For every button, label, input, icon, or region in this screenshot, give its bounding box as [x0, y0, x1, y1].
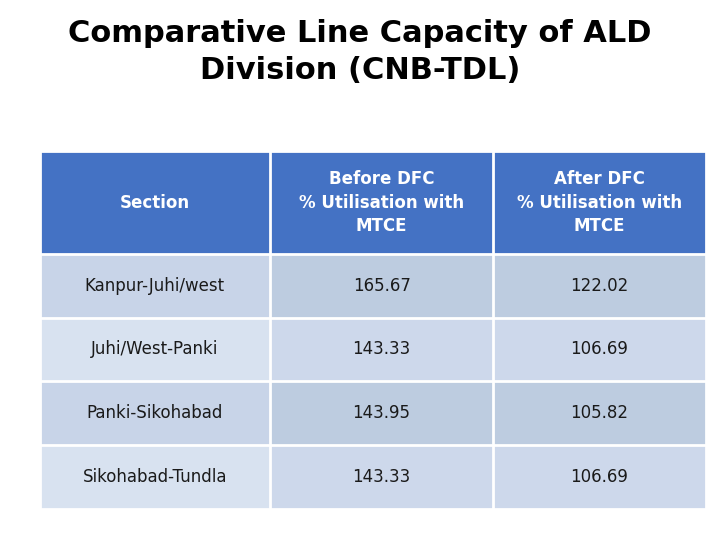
Text: Sikohabad-Tundla: Sikohabad-Tundla — [83, 468, 227, 486]
FancyBboxPatch shape — [40, 445, 270, 509]
Text: Before DFC
% Utilisation with
MTCE: Before DFC % Utilisation with MTCE — [299, 170, 464, 235]
FancyBboxPatch shape — [270, 381, 493, 445]
FancyBboxPatch shape — [270, 254, 493, 318]
Text: 143.95: 143.95 — [353, 404, 410, 422]
FancyBboxPatch shape — [493, 254, 706, 318]
FancyBboxPatch shape — [493, 445, 706, 509]
FancyBboxPatch shape — [40, 318, 270, 381]
Text: Kanpur-Juhi/west: Kanpur-Juhi/west — [85, 276, 225, 295]
Text: 143.33: 143.33 — [353, 468, 410, 486]
FancyBboxPatch shape — [493, 318, 706, 381]
FancyBboxPatch shape — [270, 445, 493, 509]
Text: 106.69: 106.69 — [570, 340, 629, 359]
Text: Section: Section — [120, 193, 190, 212]
Text: Juhi/West-Panki: Juhi/West-Panki — [91, 340, 218, 359]
FancyBboxPatch shape — [40, 381, 270, 445]
FancyBboxPatch shape — [493, 381, 706, 445]
Text: After DFC
% Utilisation with
MTCE: After DFC % Utilisation with MTCE — [517, 170, 682, 235]
Text: Comparative Line Capacity of ALD
Division (CNB-TDL): Comparative Line Capacity of ALD Divisio… — [68, 19, 652, 85]
FancyBboxPatch shape — [270, 318, 493, 381]
FancyBboxPatch shape — [40, 254, 270, 318]
Text: 106.69: 106.69 — [570, 468, 629, 486]
Text: 105.82: 105.82 — [570, 404, 629, 422]
Text: 165.67: 165.67 — [353, 276, 410, 295]
FancyBboxPatch shape — [493, 151, 706, 254]
Text: Panki-Sikohabad: Panki-Sikohabad — [86, 404, 223, 422]
FancyBboxPatch shape — [270, 151, 493, 254]
FancyBboxPatch shape — [40, 151, 270, 254]
Text: 143.33: 143.33 — [353, 340, 410, 359]
Text: 122.02: 122.02 — [570, 276, 629, 295]
